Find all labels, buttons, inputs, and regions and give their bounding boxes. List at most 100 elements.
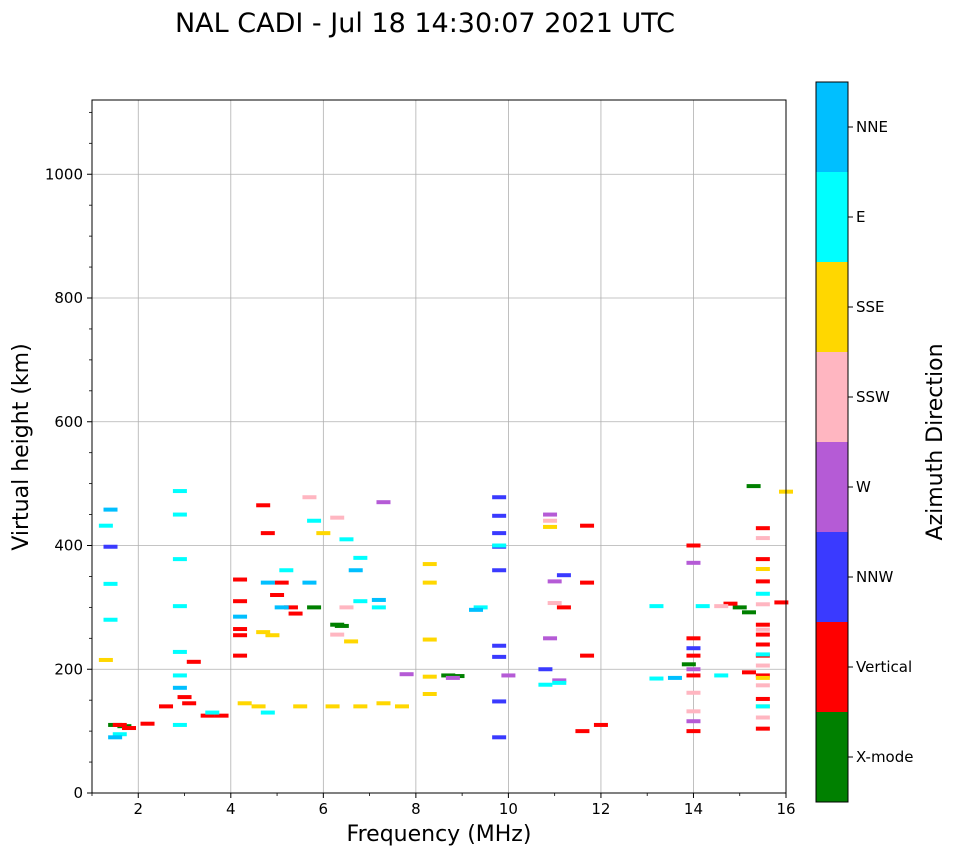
echo-point-ssw [330,632,345,637]
echo-point-ssw [302,495,317,500]
echo-point-vertical [140,721,155,726]
echo-point-nnw [492,654,507,659]
echo-point-vertical [112,722,127,727]
echo-point-e [172,673,187,678]
echo-point-ssw [330,515,345,520]
echo-point-nnw [492,513,507,518]
echo-point-nnw [492,495,507,500]
echo-point-xmode [334,623,349,628]
echo-point-vertical [580,580,595,585]
echo-point-vertical [122,726,137,731]
echo-point-e [649,676,664,681]
colorbar-label-nne: NNE [856,118,888,136]
echo-point-vertical [182,701,197,706]
echo-point-w [552,678,567,683]
colorbar-label-sse: SSE [856,298,885,316]
echo-point-vertical [755,622,770,627]
echo-point-sse [237,701,252,706]
echo-point-sse [316,531,331,536]
x-tick-label: 10 [499,800,518,818]
colorbar-label-vertical: Vertical [856,658,912,676]
echo-point-e [714,673,729,678]
colorbar-swatch-nnw [816,532,848,622]
echo-point-xmode [441,673,456,678]
echo-point-nne [302,580,317,585]
y-tick-label: 800 [54,289,83,307]
y-tick-label: 200 [54,660,83,678]
echo-point-e [755,652,770,657]
echo-point-e [695,604,710,609]
echo-point-sse [422,562,437,567]
echo-point-e [172,649,187,654]
echo-point-nnw [492,568,507,573]
colorbar-swatch-xmode [816,712,848,802]
echo-point-vertical [159,704,174,709]
echo-point-e [98,523,113,528]
echo-point-sse [353,704,368,709]
echo-point-e [339,537,354,542]
echo-point-sse [256,630,271,635]
echo-point-vertical [755,632,770,637]
echo-point-vertical [288,611,303,616]
echo-point-xmode [746,484,761,489]
echo-point-sse [376,701,391,706]
echo-point-nne [469,607,484,612]
plot-frame [91,99,787,794]
x-tick-label: 12 [591,800,610,818]
echo-point-w [399,672,414,677]
echo-point-e [552,680,567,685]
echo-point-e [172,604,187,609]
echo-point-xmode [307,605,322,610]
echo-point-sse [422,637,437,642]
echo-point-vertical [686,673,701,678]
colorbar-label-ssw: SSW [856,388,890,406]
echo-point-nnw [538,667,553,672]
echo-point-ssw [755,536,770,541]
x-axis-label: Frequency (MHz) [347,822,532,847]
echo-point-sse [422,674,437,679]
echo-point-vertical [274,580,289,585]
echo-point-vertical [686,543,701,548]
echo-point-nnw [492,643,507,648]
colorbar: X-mode Vertical NNW W SSW SSE E NNE [815,81,913,803]
echo-point-nne [260,580,275,585]
echo-point-xmode [741,610,756,615]
echo-point-sse [265,633,280,638]
echo-point-ssw [755,627,770,632]
echo-point-nne [667,675,682,680]
echo-point-e [473,605,488,610]
echo-point-vertical [575,729,590,734]
y-axis-ticks: 0 200 400 600 800 1000 [45,111,92,802]
echo-point-vertical [755,642,770,647]
colorbar-label-e: E [856,208,865,226]
echo-point-e [172,722,187,727]
echo-point-vertical [186,659,201,664]
echo-point-w [547,579,562,584]
echo-point-sse [755,675,770,680]
echo-point-vertical [741,670,756,675]
echo-point-vertical [256,503,271,508]
echo-point-nnw [492,735,507,740]
x-tick-label: 4 [226,800,236,818]
echo-point-vertical [755,579,770,584]
x-tick-label: 8 [411,800,421,818]
echo-point-ssw [755,683,770,688]
echo-point-sse [98,657,113,662]
echo-point-w [686,560,701,565]
echo-point-vertical [233,577,248,582]
echo-point-sse [344,639,359,644]
echo-point-vertical [556,605,571,610]
echo-point-nnw [492,699,507,704]
echo-point-vertical [214,713,229,718]
colorbar-swatch-ssw [816,352,848,442]
colorbar-swatch-vertical [816,622,848,712]
echo-point-vertical [593,722,608,727]
echo-point-vertical [580,653,595,658]
x-tick-label: 6 [319,800,329,818]
y-tick-label: 600 [54,413,83,431]
echo-point-vertical [270,593,285,597]
echo-point-e [112,732,127,737]
chart-title: NAL CADI - Jul 18 14:30:07 2021 UTC [175,8,675,39]
echo-point-ssw [339,605,354,610]
